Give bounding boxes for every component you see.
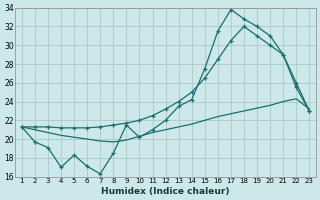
- X-axis label: Humidex (Indice chaleur): Humidex (Indice chaleur): [101, 187, 230, 196]
